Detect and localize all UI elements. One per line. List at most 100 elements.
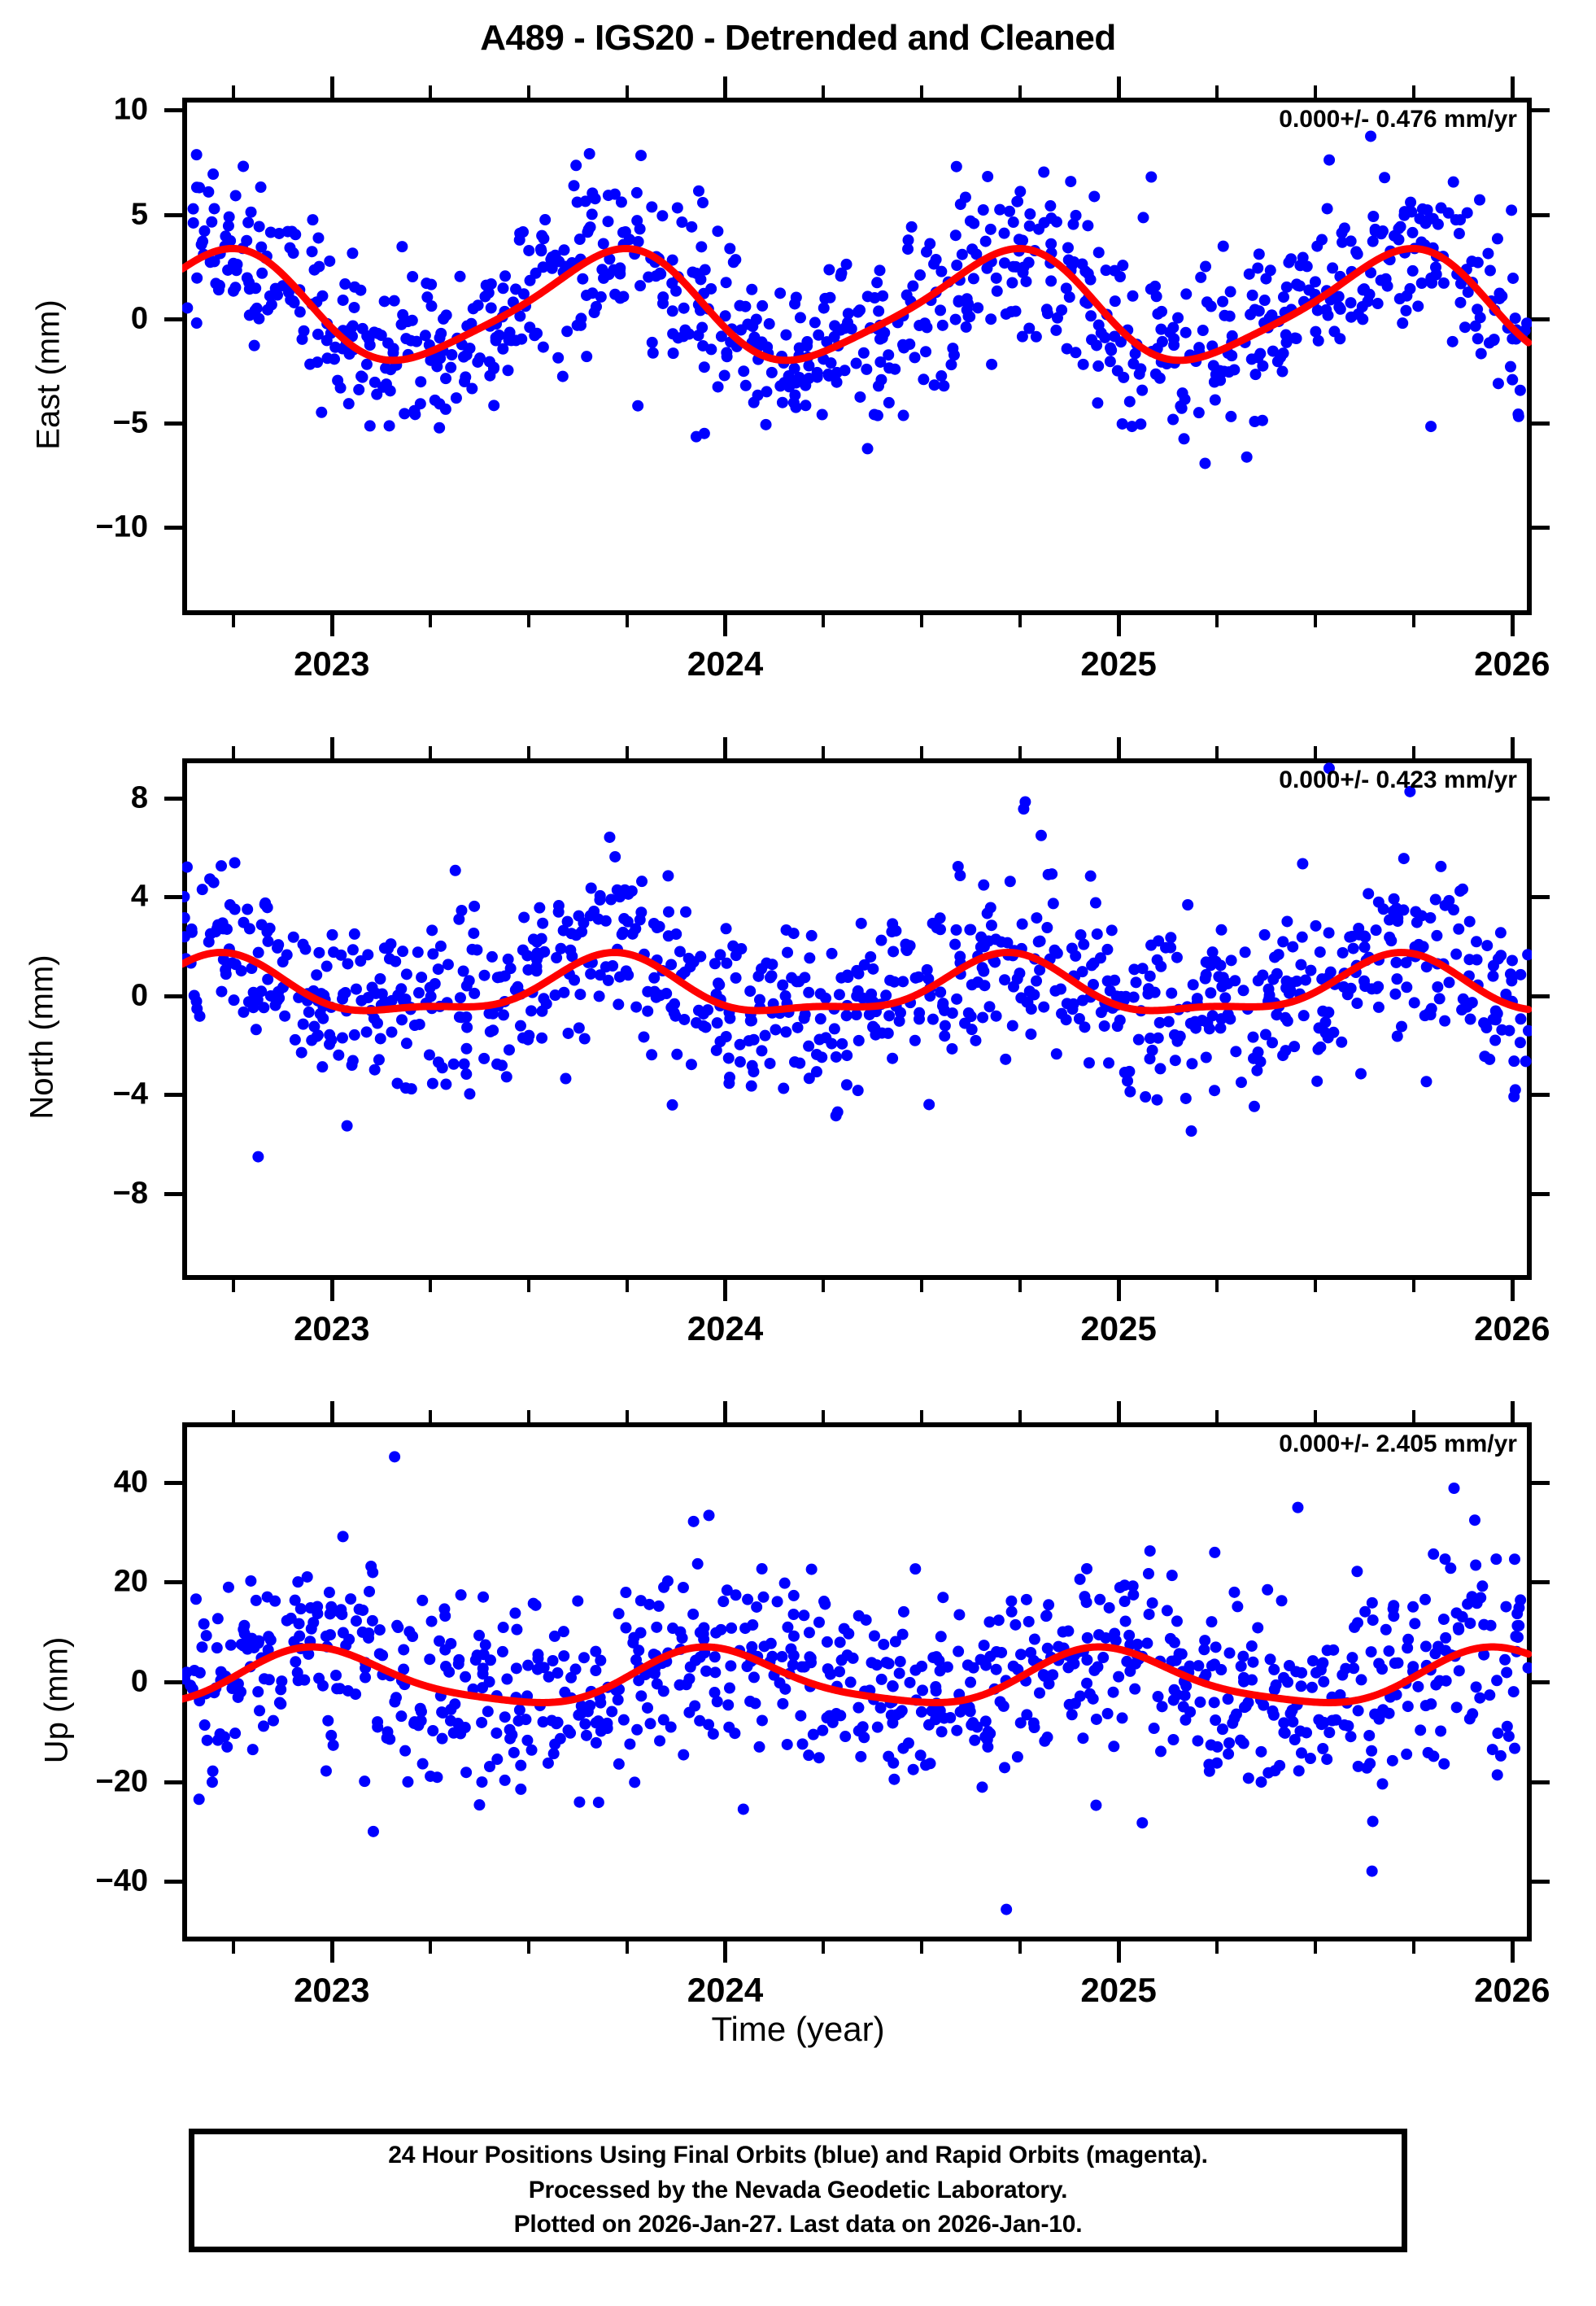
panel-up-ytick-mark-right (1532, 1680, 1550, 1684)
panel-up-xtick-minor (526, 1410, 530, 1422)
panel-east-xtick-major (1117, 76, 1122, 98)
panel-up-ylabel: Up (mm) (38, 1636, 75, 1764)
panel-north-xtick-label: 2026 (1474, 1309, 1550, 1347)
panel-east-xtick-major (329, 76, 334, 98)
panel-north-xtick-minor (1313, 1280, 1317, 1292)
panel-up-fit-curve (182, 1643, 1532, 1706)
panel-north-xtick-major (329, 1280, 334, 1301)
panel-east-xtick-minor (822, 85, 826, 98)
panel-east-xtick-minor (625, 85, 629, 98)
panel-up-xtick-minor (231, 1941, 235, 1954)
panel-east-ylabel: East (mm) (30, 299, 67, 450)
panel-east-xtick-minor (231, 85, 235, 98)
panel-north: 0.000+/- 0.423 mm/yr (182, 758, 1532, 1280)
panel-up-scatter-points (182, 1451, 1532, 1915)
panel-north-ytick-label: 0 (130, 978, 148, 1013)
panel-north-xtick-minor (822, 746, 826, 758)
panel-east-ytick-mark-right (1532, 317, 1550, 321)
panel-east-xtick-minor (1411, 615, 1415, 627)
panel-north-xtick-minor (1018, 746, 1023, 758)
panel-north-ytick-mark (164, 1191, 182, 1196)
panel-north-ytick-label: 4 (130, 879, 148, 914)
panel-up-xtick-minor (1411, 1410, 1415, 1422)
panel-north-xtick-minor (1411, 1280, 1415, 1292)
panel-east-xtick-minor (231, 615, 235, 627)
panel-up-ytick-mark (164, 1480, 182, 1485)
panel-up-xtick-major (1117, 1941, 1122, 1963)
panel-up-xtick-major (723, 1941, 728, 1963)
panel-east-scatter-points (182, 130, 1532, 469)
panel-east-xtick-major (1117, 615, 1122, 636)
panel-up-xtick-minor (1018, 1941, 1023, 1954)
panel-up-xtick-label: 2024 (687, 1971, 764, 2009)
panel-east-xtick-minor (526, 615, 530, 627)
panel-east: 0.000+/- 0.476 mm/yr (182, 98, 1532, 615)
panel-up-xtick-minor (1313, 1410, 1317, 1422)
panel-up-ytick-mark-right (1532, 1480, 1550, 1485)
panel-up-ytick-mark-right (1532, 1580, 1550, 1585)
panel-east-xtick-minor (920, 85, 924, 98)
xaxis-title: Time (year) (711, 2010, 885, 2048)
panel-north-xtick-minor (920, 1280, 924, 1292)
panel-north-data (182, 762, 1532, 1163)
panel-east-xtick-minor (1313, 615, 1317, 627)
panel-north-ytick-mark-right (1532, 796, 1550, 801)
panel-north-xtick-major (1510, 1280, 1515, 1301)
panel-up-ytick-label: −20 (95, 1764, 148, 1799)
panel-east-ytick-mark (164, 317, 182, 321)
panel-north-ytick-mark (164, 1093, 182, 1098)
panel-up-rate-annotation: 0.000+/- 2.405 mm/yr (1279, 1430, 1517, 1457)
panel-north-ytick-mark-right (1532, 895, 1550, 900)
panel-east-xtick-label: 2026 (1474, 644, 1550, 683)
panel-north-xtick-label: 2024 (687, 1309, 764, 1347)
panel-north-xtick-minor (822, 1280, 826, 1292)
panel-north-xtick-minor (1313, 746, 1317, 758)
panel-east-ytick-label: −5 (112, 405, 148, 440)
panel-north-xtick-minor (920, 746, 924, 758)
panel-up-ytick-mark (164, 1880, 182, 1885)
panel-up-xtick-minor (822, 1410, 826, 1422)
panel-up-xtick-minor (231, 1410, 235, 1422)
panel-up-xtick-minor (920, 1410, 924, 1422)
panel-north-ytick-mark (164, 994, 182, 998)
panel-north-ytick-label: −4 (112, 1077, 148, 1112)
panel-north-xtick-minor (1018, 1280, 1023, 1292)
panel-east-xtick-minor (428, 615, 432, 627)
panel-east-xtick-label: 2025 (1080, 644, 1157, 683)
panel-east-xtick-minor (1018, 615, 1023, 627)
panel-up-xtick-minor (822, 1941, 826, 1954)
panel-east-xtick-minor (1215, 85, 1219, 98)
panel-up-xtick-minor (428, 1410, 432, 1422)
panel-up-ytick-mark (164, 1780, 182, 1784)
panel-up-xtick-minor (1215, 1941, 1219, 1954)
panel-up-xtick-major (1510, 1401, 1515, 1422)
panel-north-xtick-minor (428, 746, 432, 758)
panel-up-xtick-minor (920, 1941, 924, 1954)
panel-up-xtick-major (329, 1941, 334, 1963)
caption-line-1: 24 Hour Positions Using Final Orbits (bl… (388, 2142, 1208, 2169)
panel-east-ytick-mark (164, 108, 182, 113)
panel-north-ytick-label: −8 (112, 1176, 148, 1211)
panel-north-xtick-minor (1411, 746, 1415, 758)
panel-north-xtick-major (1117, 1280, 1122, 1301)
panel-up-xtick-minor (1411, 1941, 1415, 1954)
panel-up-xtick-major (329, 1401, 334, 1422)
panel-east-xtick-minor (428, 85, 432, 98)
panel-north-rate-annotation: 0.000+/- 0.423 mm/yr (1279, 766, 1517, 793)
panel-east-xtick-major (723, 76, 728, 98)
panel-up-data (182, 1451, 1532, 1915)
panel-north-xtick-label: 2025 (1080, 1309, 1157, 1347)
panel-east-ytick-mark (164, 212, 182, 217)
panel-east-xtick-minor (822, 615, 826, 627)
panel-east-ytick-label: 0 (130, 301, 148, 336)
panel-north-xtick-minor (231, 1280, 235, 1292)
panel-east-xtick-minor (526, 85, 530, 98)
panel-east-ytick-label: 10 (113, 92, 148, 127)
panel-east-xtick-label: 2023 (294, 644, 370, 683)
panel-east-ytick-mark (164, 526, 182, 531)
panel-up-xtick-minor (1215, 1410, 1219, 1422)
panel-up-xtick-label: 2023 (294, 1971, 370, 2009)
panel-north-xtick-major (329, 737, 334, 758)
panel-north-xtick-major (723, 737, 728, 758)
panel-east-xtick-minor (920, 615, 924, 627)
